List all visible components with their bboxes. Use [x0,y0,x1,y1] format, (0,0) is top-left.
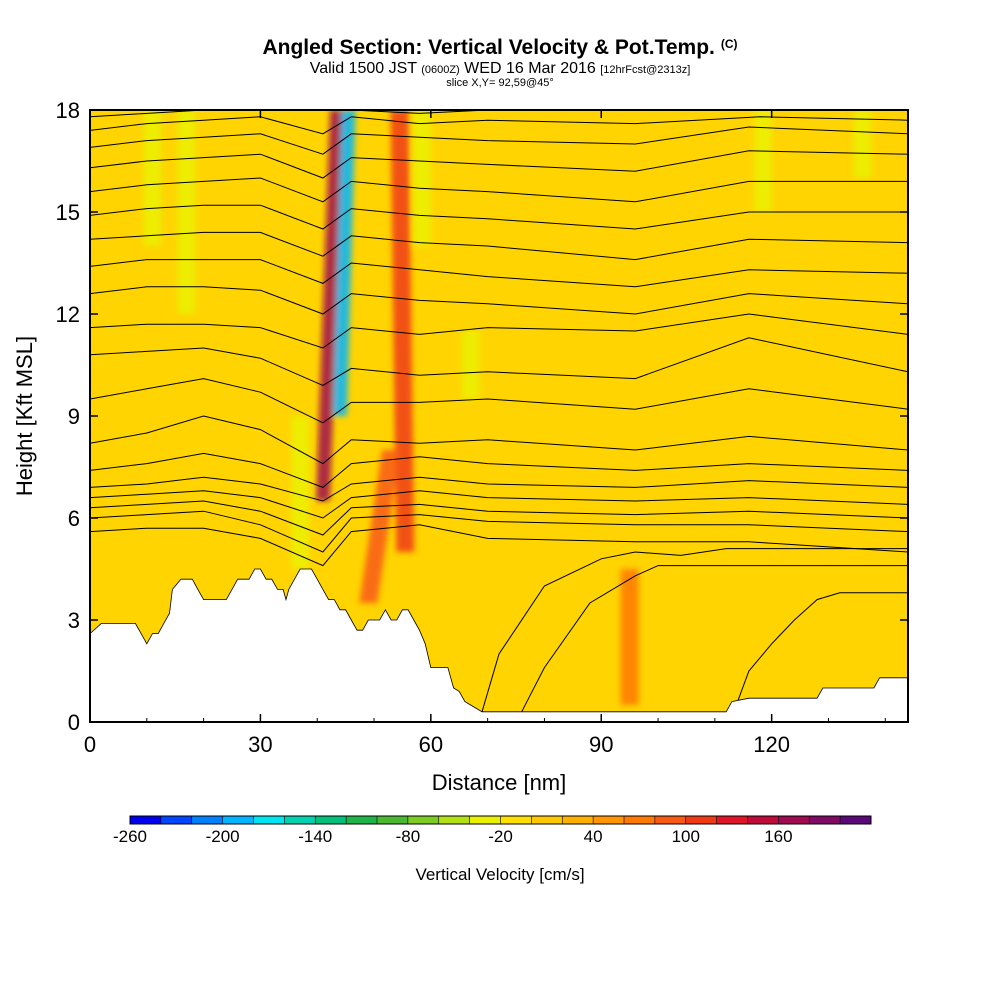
pot-temp-contour [90,476,908,502]
legend-swatch [222,816,254,824]
legend-tick-label: 160 [764,827,792,846]
pot-temp-contour [90,510,908,553]
x-tick-label: 120 [753,732,790,757]
legend-swatch [624,816,656,824]
legend-label: Vertical Velocity [cm/s] [415,865,584,884]
legend-swatch [130,816,162,824]
pot-temp-contour [481,548,908,712]
terrain-mask [90,568,908,722]
y-tick-label: 15 [56,200,80,225]
pot-temp-contour [90,415,908,465]
pot-temp-contour [90,313,908,349]
updraft-band [315,110,345,501]
pot-temp-contour [90,204,908,230]
pot-temp-contour [90,286,908,315]
valid-time: Valid 1500 JST [309,60,417,77]
legend-swatch [654,816,687,824]
downdraft-band [291,416,310,569]
x-tick-label: 90 [589,732,613,757]
legend-swatch [191,816,224,824]
y-tick-label: 3 [68,608,80,633]
downdraft-band [853,110,872,178]
downdraft-band [461,331,480,399]
pot-temp-contour [90,231,908,261]
slice-label: slice X,Y= 92,59@45° [446,77,554,89]
updraft-band [390,110,415,552]
y-tick-label: 6 [68,506,80,531]
updraft-band [359,450,401,603]
legend-tick-label: -200 [206,827,240,846]
pot-temp-contour [90,500,908,536]
downdraft-band [177,110,196,314]
legend-swatch [531,816,563,824]
downdraft-band [332,110,356,416]
legend-swatch [500,816,532,824]
x-tick-label: 60 [419,732,443,757]
downdraft-band [413,110,432,246]
legend-swatch [840,816,872,824]
pot-temp-contour [737,592,908,702]
y-tick-label: 0 [68,710,80,735]
legend-swatch [562,816,594,824]
chart-title-main: Angled Section: Vertical Velocity & Pot.… [262,36,715,59]
downdraft-band [754,110,773,212]
pot-temp-contour [90,490,908,519]
legend-swatch [346,816,378,824]
forecast-info: [12hrFcst@2313z] [600,64,691,76]
legend-tick-label: -80 [396,827,421,846]
legend-swatch [778,816,810,824]
legend-tick-label: -140 [298,827,332,846]
legend-swatch [747,816,779,824]
y-axis-label: Height [Kft MSL] [12,336,37,496]
chart-subtitle: Valid 1500 JST (0600Z) WED 16 Mar 2016 [… [0,61,1000,78]
legend-swatch [685,816,718,824]
pot-temp-contour [90,126,908,155]
legend-swatch [469,816,501,824]
downdraft-band [143,110,162,246]
legend-swatch [407,816,440,824]
legend-swatch [160,816,193,824]
pot-temp-contour [90,259,908,288]
y-tick-label: 9 [68,404,80,429]
pot-temp-contour [90,116,908,135]
pot-temp-contour [90,110,908,118]
x-tick-label: 30 [248,732,272,757]
legend-swatch [253,816,285,824]
legend-tick-label: -260 [113,827,147,846]
legend-swatch [593,816,625,824]
legend-swatch [315,816,347,824]
utc-time: (0600Z) [421,64,460,76]
legend-tick-label: 100 [672,827,700,846]
valid-date: WED 16 Mar 2016 [464,60,596,77]
legend-swatch [438,816,471,824]
legend-swatch [284,816,316,824]
pot-temp-contour [90,337,908,386]
legend-tick-label: 40 [584,827,603,846]
legend-swatch [809,816,841,824]
pot-temp-contour [90,177,908,203]
y-tick-label: 18 [56,98,80,123]
legend-swatch [716,816,748,824]
x-tick-label: 0 [84,732,96,757]
updraft-band [620,569,639,705]
pot-temp-contour [521,565,908,713]
chart-title: Angled Section: Vertical Velocity & Pot.… [0,36,1000,60]
pot-temp-contour [90,378,908,424]
legend-swatch [377,816,409,824]
legend-tick-label: -20 [488,827,513,846]
pot-temp-contour [90,524,908,567]
y-tick-label: 12 [56,302,80,327]
pot-temp-contour [90,150,908,179]
pot-temp-contour [90,452,908,488]
chart-title-tag: (C) [720,36,738,51]
x-axis-label: Distance [nm] [432,770,567,795]
